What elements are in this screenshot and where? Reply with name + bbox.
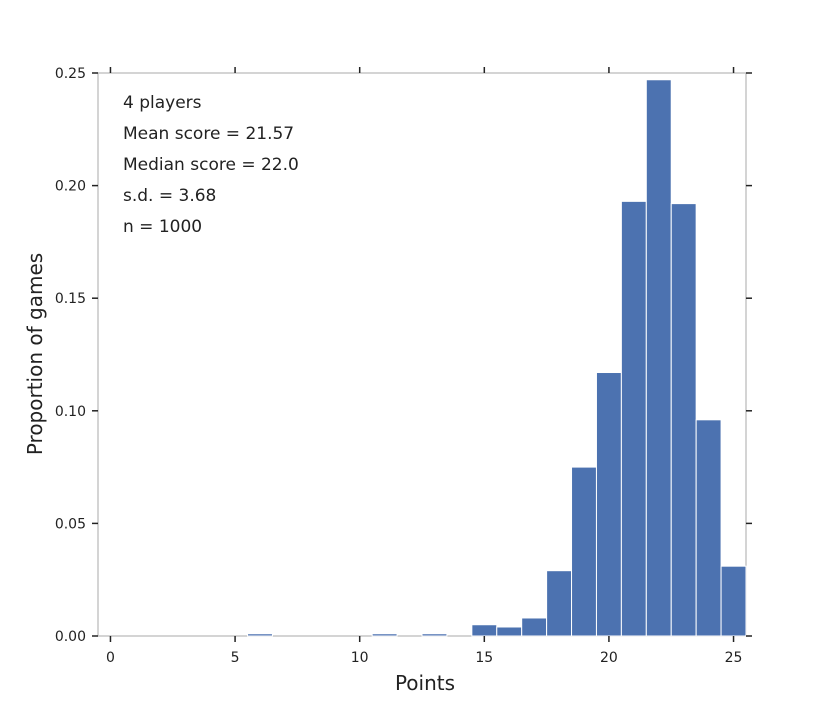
y-tick-label: 0.00 — [55, 629, 86, 645]
histogram-bar — [521, 617, 548, 637]
histogram-bar — [670, 203, 697, 637]
annotations-group: 4 players Mean score = 21.57 Median score … — [123, 93, 299, 237]
y-tick-label: 0.05 — [55, 516, 86, 532]
x-axis-label: Points — [395, 671, 455, 695]
stats-annotation: s.d. = 3.68 — [123, 186, 216, 206]
histogram-bar — [595, 372, 622, 637]
x-tick-label: 5 — [231, 650, 240, 666]
y-tick-label: 0.25 — [55, 66, 86, 82]
stats-annotation: Median score = 22.0 — [123, 155, 299, 175]
x-tick-label: 10 — [351, 650, 369, 666]
ticks-group: 0 5 10 15 20 25 0.00 0.05 0.10 0.15 0.20 0.25 — [55, 66, 752, 666]
bars-group — [247, 79, 747, 637]
y-tick-label: 0.10 — [55, 404, 86, 420]
histogram-bar — [645, 79, 672, 637]
histogram-bar — [546, 570, 573, 637]
histogram-bar — [247, 633, 273, 637]
x-tick-label: 0 — [106, 650, 115, 666]
histogram-bar — [620, 200, 647, 637]
x-tick-label: 15 — [475, 650, 493, 666]
histogram-bar — [571, 466, 597, 637]
histogram-bar — [421, 633, 448, 637]
y-tick-label: 0.20 — [55, 179, 86, 195]
histogram-bar — [371, 633, 398, 637]
x-tick-label: 25 — [725, 650, 743, 666]
histogram-bar — [695, 419, 722, 637]
y-tick-label: 0.15 — [55, 291, 86, 307]
histogram-bar — [720, 565, 747, 637]
x-tick-label: 20 — [600, 650, 618, 666]
stats-annotation: n = 1000 — [123, 217, 202, 237]
y-axis-label: Proportion of games — [23, 253, 47, 455]
stats-annotation: 4 players — [123, 93, 202, 113]
histogram-bar — [496, 626, 523, 637]
histogram-bar — [471, 624, 498, 637]
stats-annotation: Mean score = 21.57 — [123, 124, 294, 144]
